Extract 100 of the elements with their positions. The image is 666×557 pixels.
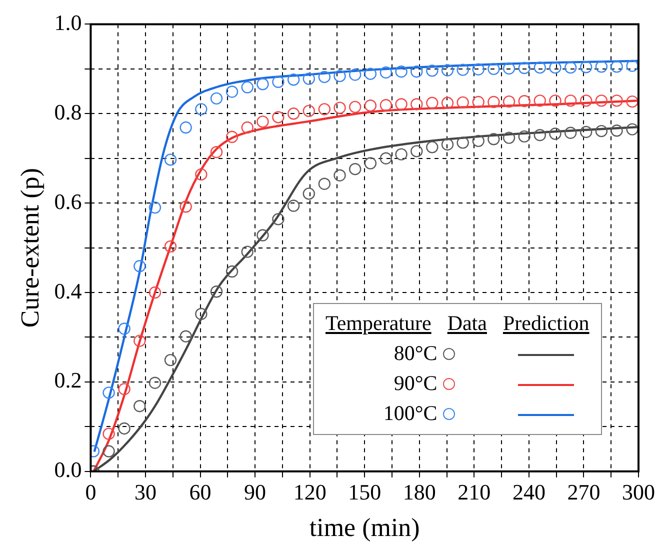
point <box>349 100 362 114</box>
point <box>134 260 146 272</box>
point <box>334 102 346 114</box>
point <box>380 152 392 164</box>
point <box>318 70 331 84</box>
y-tick-label: 0.8 <box>54 99 82 124</box>
point <box>241 246 254 258</box>
point <box>518 95 530 108</box>
point <box>180 330 192 342</box>
point <box>302 188 316 200</box>
point <box>502 62 516 75</box>
point <box>580 61 592 74</box>
point <box>226 130 238 143</box>
point <box>134 400 146 412</box>
point <box>549 61 562 74</box>
point <box>472 96 484 108</box>
point <box>380 66 392 79</box>
point <box>241 81 254 94</box>
point <box>241 121 254 134</box>
point <box>395 148 408 160</box>
point <box>595 124 608 138</box>
x-tick-label: 60 <box>189 479 212 504</box>
legend-title: Temperature <box>324 310 432 337</box>
y-tick-label: 1.0 <box>54 10 82 35</box>
point <box>502 132 516 144</box>
point <box>164 240 177 253</box>
point <box>534 94 546 107</box>
point <box>549 94 562 107</box>
legend-label: 100°C <box>382 400 438 427</box>
point <box>395 98 408 110</box>
point <box>210 92 223 105</box>
point <box>180 121 192 134</box>
point <box>534 61 546 74</box>
point <box>134 334 146 347</box>
point <box>410 66 423 78</box>
point <box>456 96 469 109</box>
point <box>302 104 316 118</box>
x-tick-label: 240 <box>512 479 546 504</box>
point <box>364 68 377 80</box>
point <box>610 94 623 107</box>
point <box>564 126 577 139</box>
point <box>441 96 454 110</box>
point <box>534 129 546 142</box>
point <box>148 286 162 299</box>
point <box>226 265 238 278</box>
point <box>256 116 269 128</box>
point <box>564 94 577 107</box>
point <box>226 86 238 98</box>
point <box>272 213 284 226</box>
point <box>518 62 530 74</box>
x-tick-label: 30 <box>134 479 156 504</box>
y-tick-label: 0.2 <box>54 368 82 393</box>
point <box>564 61 577 74</box>
point <box>456 64 469 76</box>
annotation: Data <box>446 310 488 337</box>
point <box>395 66 408 78</box>
point <box>195 103 208 116</box>
point <box>272 111 284 124</box>
point <box>426 141 438 154</box>
point <box>472 134 484 148</box>
point <box>180 200 192 213</box>
point <box>272 76 284 88</box>
x-tick-label: 300 <box>622 479 655 504</box>
point <box>364 157 377 170</box>
x-tick-label: 150 <box>348 479 382 504</box>
point <box>195 308 208 320</box>
point <box>318 103 331 116</box>
point <box>426 64 438 77</box>
point <box>148 376 162 389</box>
point <box>334 169 346 182</box>
y-tick-label: 0.0 <box>54 457 82 482</box>
y-axis-title: Cure-extent (p) <box>15 168 44 328</box>
x-tick-label: 120 <box>293 479 326 504</box>
point <box>102 445 115 458</box>
point <box>349 162 362 176</box>
point <box>210 286 223 298</box>
point <box>488 133 500 146</box>
point <box>610 60 623 73</box>
point <box>102 386 115 399</box>
x-tick-label: 210 <box>458 479 491 504</box>
point <box>518 130 530 143</box>
legend-label: 80°C <box>392 340 438 367</box>
point <box>195 168 208 181</box>
point <box>626 95 638 108</box>
point <box>210 146 223 158</box>
point <box>118 383 130 396</box>
point <box>318 178 331 190</box>
point <box>595 60 608 73</box>
point <box>580 126 592 138</box>
x-tick-label: 270 <box>567 479 600 504</box>
point <box>441 64 454 76</box>
x-tick-label: 180 <box>402 479 436 504</box>
point <box>302 72 316 85</box>
point <box>456 136 469 149</box>
point <box>488 96 500 108</box>
point <box>118 322 130 335</box>
point <box>441 138 454 151</box>
point <box>626 60 638 72</box>
point <box>102 428 115 440</box>
point <box>626 123 638 136</box>
